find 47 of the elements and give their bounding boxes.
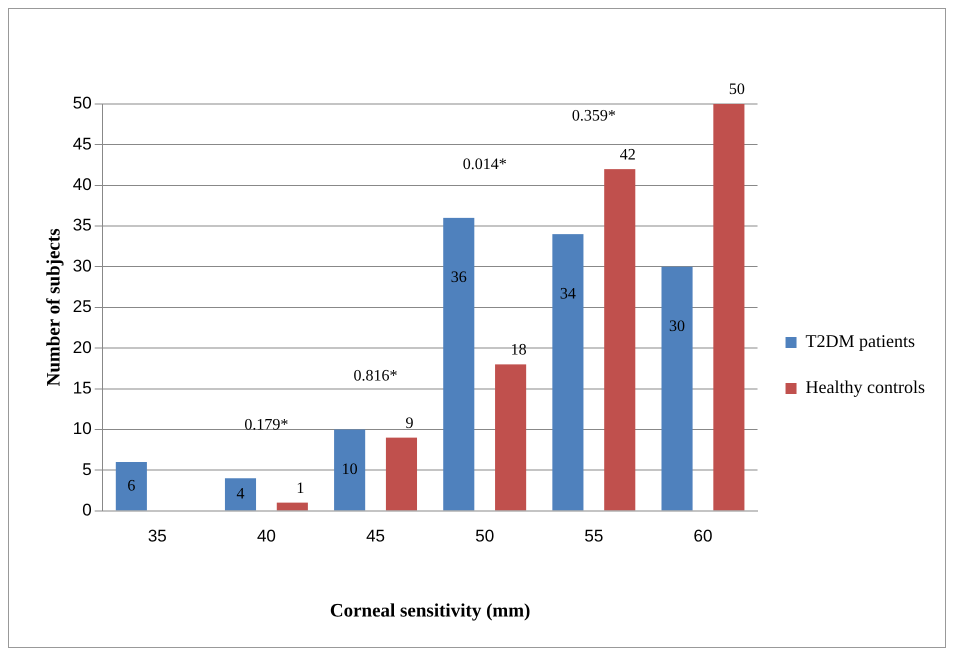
data-label: 4 — [236, 485, 244, 502]
bar — [334, 429, 366, 510]
bar — [604, 169, 636, 510]
data-label: 36 — [450, 269, 467, 286]
x-tick-label: 60 — [694, 526, 712, 546]
x-tick-label: 55 — [584, 526, 604, 546]
data-label: 10 — [342, 461, 358, 478]
y-tick-label: 15 — [72, 378, 92, 398]
data-label: 42 — [620, 146, 636, 164]
bar — [713, 104, 744, 510]
data-label: 50 — [728, 81, 745, 98]
y-tick-label: 35 — [72, 216, 92, 235]
y-axis-title: Number of subjects — [43, 228, 64, 386]
bar — [552, 234, 584, 510]
legend-label: Healthy controls — [806, 377, 926, 398]
x-axis-title: Corneal sensitivity (mm) — [330, 600, 530, 622]
y-tick-label: 5 — [82, 460, 92, 479]
y-tick-label: 45 — [72, 134, 92, 154]
y-tick-label: 10 — [72, 419, 92, 438]
data-label: 30 — [669, 318, 686, 335]
bar — [276, 502, 308, 510]
annotation: 0.179* — [244, 416, 288, 434]
bar — [495, 364, 526, 510]
x-tick-label: 45 — [366, 526, 386, 546]
x-tick-label: 50 — [475, 526, 494, 546]
bar — [386, 438, 418, 510]
bar — [224, 478, 256, 510]
data-label: 18 — [510, 342, 527, 359]
x-tick-label: 35 — [148, 526, 167, 546]
bar — [443, 218, 474, 510]
bar — [116, 462, 147, 510]
legend-label: T2DM patients — [806, 331, 916, 352]
annotation: 0.014* — [462, 156, 507, 174]
data-label: 34 — [560, 285, 576, 302]
y-tick-label: 20 — [72, 338, 92, 357]
annotation: 0.359* — [572, 107, 616, 124]
data-label: 1 — [296, 480, 304, 497]
bar — [661, 266, 693, 510]
data-label: 9 — [405, 414, 414, 432]
y-tick-label: 40 — [72, 175, 92, 194]
data-label: 6 — [127, 477, 136, 494]
y-tick-label: 0 — [82, 500, 92, 520]
annotation: 0.816* — [354, 368, 398, 385]
y-tick-label: 30 — [72, 256, 92, 276]
y-tick-label: 50 — [72, 94, 92, 113]
y-tick-label: 25 — [72, 297, 92, 316]
x-tick-label: 40 — [256, 526, 276, 546]
